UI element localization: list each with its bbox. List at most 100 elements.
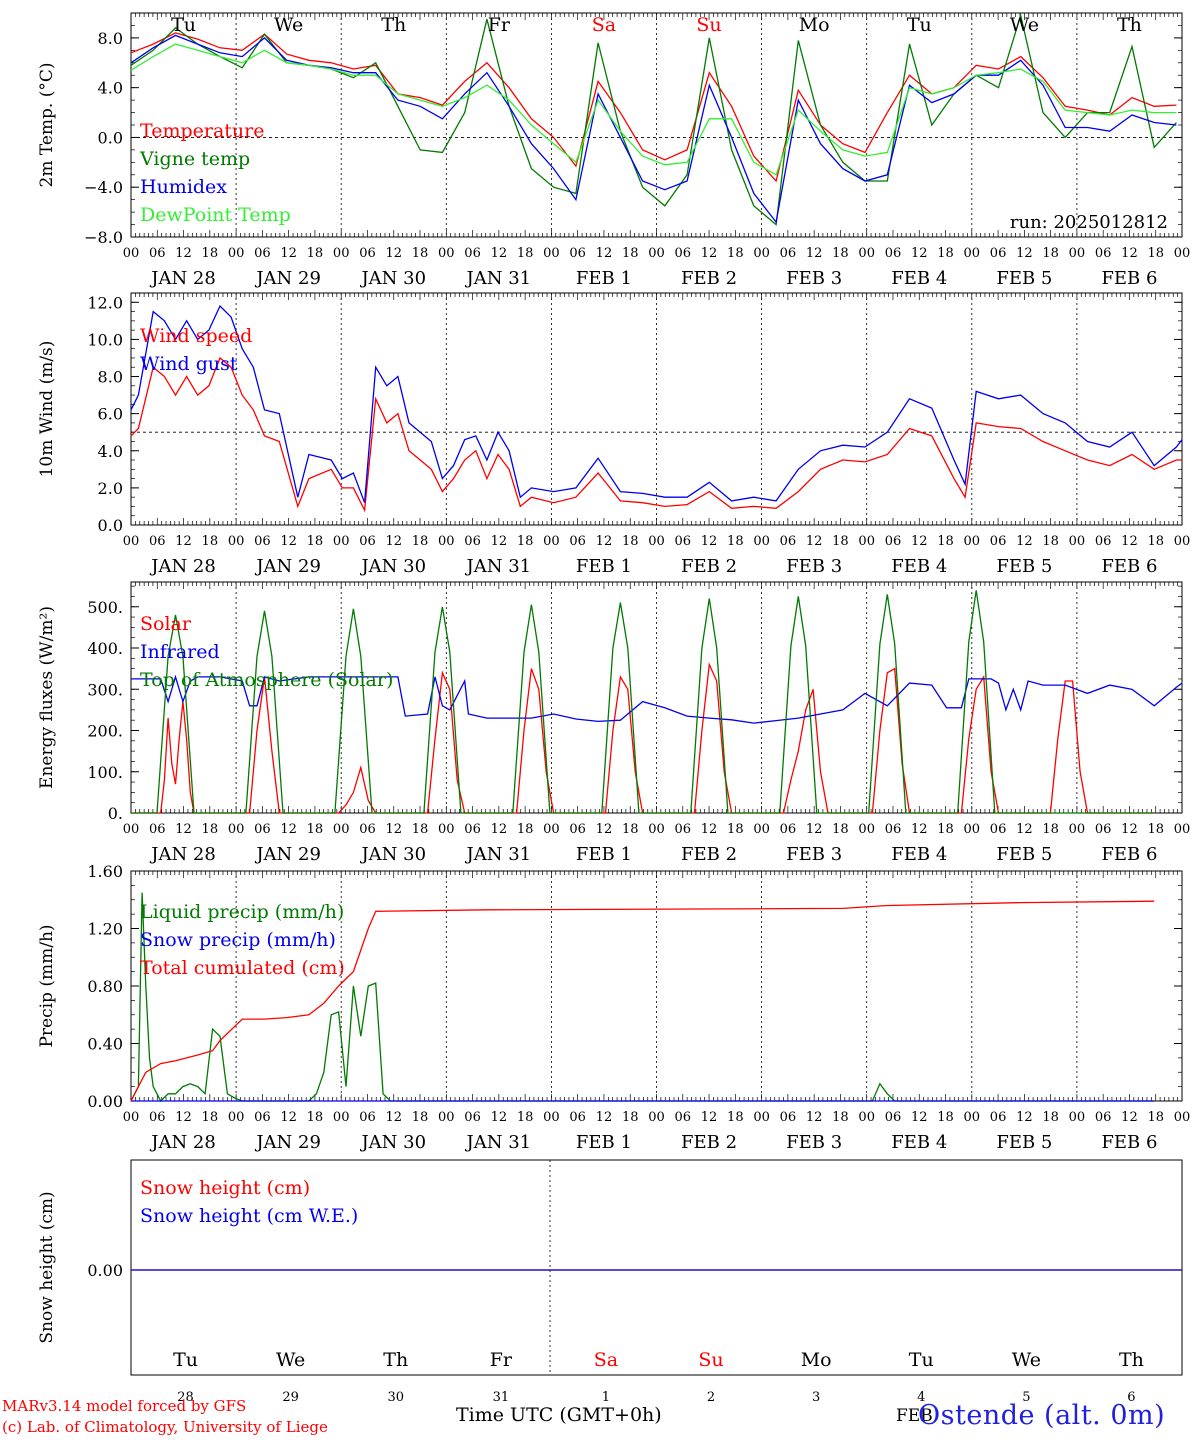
date-label: FEB 4: [891, 844, 947, 865]
hour-label: 06: [675, 822, 692, 837]
hour-label: 00: [228, 246, 245, 261]
date-label: FEB 1: [576, 1132, 632, 1153]
date-label: FEB 5: [996, 268, 1052, 289]
y-tick-label: 4.0: [98, 79, 123, 98]
y-tick-label: 8.0: [98, 29, 123, 48]
hour-label: 06: [254, 822, 271, 837]
hour-label: 18: [832, 1110, 849, 1125]
hour-label: 18: [517, 246, 534, 261]
hour-label: 12: [806, 246, 823, 261]
legend-entry: Wind gust: [140, 353, 238, 375]
run-annotation: run: 2025012812: [1010, 212, 1168, 233]
hour-label: 18: [622, 1110, 639, 1125]
y-tick-label: 0.00: [87, 1261, 123, 1280]
date-label: JAN 30: [359, 268, 426, 289]
date-label: JAN 31: [465, 268, 532, 289]
hour-label: 06: [464, 822, 481, 837]
date-label: FEB 2: [681, 268, 737, 289]
hour-label: 06: [359, 1110, 376, 1125]
y-tick-label: 6.0: [98, 405, 123, 424]
hour-label: 06: [1095, 534, 1112, 549]
date-label: FEB 6: [1101, 844, 1157, 865]
hour-label: 12: [596, 822, 613, 837]
legend-entry: Vigne temp: [139, 148, 250, 170]
series-line-2: [130, 12, 1177, 226]
hour-label: 00: [1174, 534, 1191, 549]
hour-label: 18: [307, 822, 324, 837]
hour-label: 06: [780, 534, 797, 549]
hour-label: 18: [1042, 246, 1059, 261]
day-number: 6: [1127, 1390, 1135, 1405]
y-tick-label: 1.60: [87, 862, 123, 881]
hour-label: 18: [937, 822, 954, 837]
hour-label: 06: [569, 822, 586, 837]
legend-entry: Snow height (cm W.E.): [140, 1205, 358, 1227]
hour-label: 12: [1121, 534, 1138, 549]
hour-label: 06: [149, 534, 166, 549]
hour-label: 06: [254, 534, 271, 549]
hour-label: 18: [727, 534, 744, 549]
legend-entry: Top of Atmosphere (Solar): [140, 669, 393, 691]
hour-label: 18: [307, 246, 324, 261]
series-line-1: [130, 356, 1182, 513]
hour-label: 00: [333, 822, 350, 837]
hour-label: 06: [990, 246, 1007, 261]
hour-label: 00: [228, 534, 245, 549]
hour-label: 12: [701, 246, 718, 261]
y-tick-label: 10.0: [87, 330, 123, 349]
day-name-top: We: [1010, 14, 1039, 36]
hour-label: 00: [438, 822, 455, 837]
hour-label: 18: [937, 246, 954, 261]
hour-label: 00: [648, 246, 665, 261]
hour-label: 00: [333, 534, 350, 549]
y-tick-label: 300.: [87, 680, 123, 699]
hour-label: 12: [385, 534, 402, 549]
hour-label: 06: [569, 246, 586, 261]
y-tick-label: −8.0: [84, 228, 123, 247]
hour-label: 12: [280, 822, 297, 837]
legend-entry: DewPoint Temp: [140, 204, 291, 226]
date-label: FEB 6: [1101, 1132, 1157, 1153]
hour-label: 00: [123, 246, 140, 261]
date-label: JAN 29: [254, 1132, 321, 1153]
hour-label: 06: [464, 1110, 481, 1125]
hour-label: 12: [280, 1110, 297, 1125]
hour-label: 12: [911, 822, 928, 837]
day-name-bottom: We: [276, 1349, 305, 1371]
hour-label: 12: [175, 246, 192, 261]
y-tick-label: 2.0: [98, 479, 123, 498]
hour-label: 06: [885, 1110, 902, 1125]
hour-label: 06: [885, 534, 902, 549]
time-axis-label: Time UTC (GMT+0h): [456, 1404, 662, 1426]
hour-label: 06: [359, 822, 376, 837]
day-number: 30: [387, 1390, 404, 1405]
hour-label: 18: [202, 1110, 219, 1125]
hour-label: 00: [648, 1110, 665, 1125]
date-label: FEB 1: [576, 844, 632, 865]
date-label: JAN 28: [149, 268, 216, 289]
y-tick-label: 12.0: [87, 293, 123, 312]
hour-label: 12: [596, 534, 613, 549]
hour-label: 06: [780, 246, 797, 261]
hour-label: 00: [753, 822, 770, 837]
hour-label: 00: [964, 1110, 981, 1125]
hour-label: 00: [333, 1110, 350, 1125]
y-axis-label: Energy fluxes (W/m²): [37, 606, 57, 789]
y-axis-label: Snow height (cm): [37, 1191, 57, 1343]
date-label: FEB 3: [786, 556, 842, 577]
hour-label: 00: [438, 246, 455, 261]
hour-label: 00: [753, 1110, 770, 1125]
day-name-top: Mo: [799, 14, 830, 36]
y-axis-label: 2m Temp. (°C): [37, 62, 57, 187]
hour-label: 06: [464, 534, 481, 549]
model-credit-line-2: (c) Lab. of Climatology, University of L…: [2, 1418, 328, 1436]
legend-entry: Infrared: [140, 641, 220, 663]
hour-label: 18: [517, 1110, 534, 1125]
day-name-bottom: Tu: [909, 1349, 934, 1371]
legend-entry: Temperature: [140, 120, 264, 142]
date-label: JAN 31: [465, 844, 532, 865]
hour-label: 18: [937, 1110, 954, 1125]
day-name-top: We: [274, 14, 303, 36]
day-number: 29: [282, 1390, 299, 1405]
hour-label: 06: [780, 1110, 797, 1125]
